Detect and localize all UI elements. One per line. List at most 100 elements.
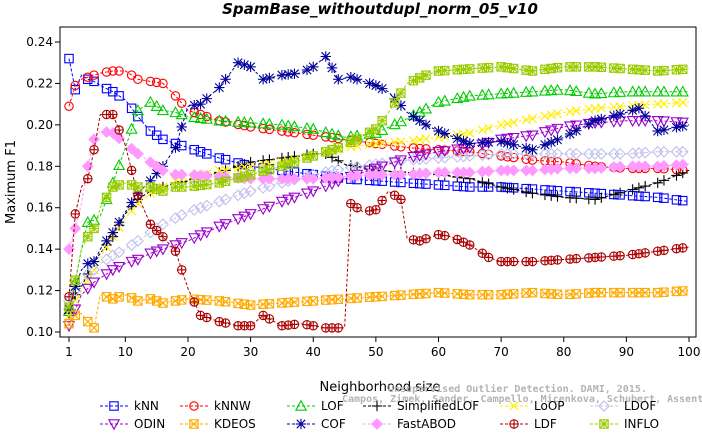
data-point [125,122,138,134]
data-point [570,120,583,132]
data-point [263,117,276,129]
data-point [238,116,251,128]
data-point [627,184,638,195]
data-point [126,197,137,208]
data-point [671,243,682,254]
data-point [396,290,406,300]
data-point [596,103,606,113]
data-point [289,68,300,79]
series-line-ldf [68,114,690,329]
data-point [571,62,582,72]
data-point [659,99,669,109]
data-point [151,296,162,306]
data-point [83,231,93,242]
data-point [496,120,506,130]
data-point [282,119,295,131]
data-point [440,65,450,76]
data-point [114,292,124,302]
data-point [308,321,318,331]
data-point [501,87,514,99]
data-point [615,287,625,298]
data-point [439,128,450,139]
data-point [595,162,608,174]
data-point [333,142,344,153]
data-point [264,164,275,175]
data-point [275,118,289,130]
x-tick-label: 60 [431,345,446,359]
data-point [101,292,112,302]
data-point [283,320,293,330]
x-axis-label: Neighborhood size [320,380,441,395]
data-point [419,149,433,161]
data-point [325,127,339,139]
legend-marker [107,419,121,431]
data-point [451,144,464,156]
data-point [596,287,607,298]
data-point [125,256,138,268]
data-point [100,269,113,281]
data-point [307,186,320,198]
data-point [451,150,464,163]
data-point [200,227,213,239]
data-point [657,85,671,97]
data-point [483,252,494,263]
data-point [246,161,256,171]
data-point [169,240,182,252]
legend-marker [109,401,119,411]
data-point [482,165,495,178]
data-point [151,77,162,88]
data-point [677,195,688,206]
data-point [677,243,688,253]
data-point [150,99,163,111]
data-point [126,165,137,176]
legend-label: COF [321,417,346,431]
data-point [652,246,663,256]
data-point [101,192,112,203]
data-point [300,121,314,133]
data-point [545,84,558,96]
data-point [527,188,538,199]
data-point [264,72,275,84]
legend-marker [189,419,199,429]
y-tick-label: 0.14 [26,242,53,256]
data-point [202,149,212,159]
data-point [657,116,671,128]
data-point [244,185,257,198]
data-point [202,179,212,190]
data-point [552,134,563,145]
data-point [308,296,318,306]
data-point [414,115,425,126]
data-point [639,146,652,159]
data-point [131,147,144,160]
legend-marker [599,419,609,429]
data-point [615,251,625,261]
data-point [552,289,563,300]
x-tick-label: 10 [118,345,133,359]
x-tick-label: 70 [493,345,508,359]
data-point [326,62,338,74]
legend-item-fastabod: FastABOD [363,417,456,431]
legend-label: FastABOD [397,417,456,431]
data-point [89,144,99,155]
data-point [89,70,99,80]
data-point [538,84,552,96]
data-point [440,288,450,298]
data-point [476,149,489,162]
data-point [194,230,207,242]
data-point [258,166,268,177]
data-point [483,62,494,73]
data-point [546,190,557,201]
data-point [245,61,256,73]
data-point [502,119,512,129]
data-point [527,114,538,124]
data-point [156,218,169,231]
data-point [639,180,651,192]
data-point [551,162,564,175]
data-point [494,87,508,99]
data-point [200,199,213,212]
data-point [508,184,519,195]
data-point [678,97,688,108]
data-point [496,62,506,72]
data-point [307,172,320,185]
